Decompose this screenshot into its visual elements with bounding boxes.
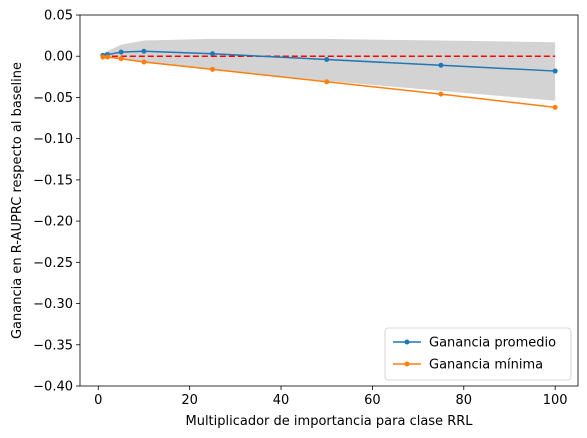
data-point xyxy=(141,59,147,65)
y-tick-label: −0.05 xyxy=(33,91,73,106)
data-point xyxy=(100,54,106,60)
data-point xyxy=(209,51,215,57)
x-axis-ticks: 0 20 40 60 80 100 xyxy=(94,386,568,408)
y-tick-label: −0.15 xyxy=(33,173,73,188)
legend-label: Ganancia promedio xyxy=(429,336,556,351)
data-point xyxy=(104,54,110,60)
x-tick-label: 20 xyxy=(181,393,198,408)
y-tick-label: −0.40 xyxy=(33,380,73,395)
x-tick-label: 60 xyxy=(364,393,381,408)
legend-swatch-marker xyxy=(404,339,410,345)
series-layer xyxy=(100,48,558,110)
series-1 xyxy=(100,54,558,110)
legend-item: Ganancia mínima xyxy=(393,358,543,373)
data-point xyxy=(118,49,124,55)
plot-frame xyxy=(79,14,579,387)
data-point xyxy=(324,57,330,63)
x-tick-label: 100 xyxy=(543,393,568,408)
y-tick-label: 0.00 xyxy=(44,50,73,65)
data-point xyxy=(552,68,558,74)
y-tick-label: −0.20 xyxy=(33,215,73,230)
legend-label: Ganancia mínima xyxy=(429,358,543,373)
x-axis-label: Multiplicador de importancia para clase … xyxy=(185,414,473,429)
y-axis-label: Ganancia en R-AUPRC respecto al baseline xyxy=(10,62,25,339)
legend-swatch-marker xyxy=(404,361,410,367)
legend-item: Ganancia promedio xyxy=(393,336,556,351)
data-point xyxy=(209,66,215,72)
y-axis-ticks: 0.05 0.00 −0.05 −0.10 −0.15 −0.20 −0.25 −0.30 −0… xyxy=(33,9,80,395)
data-point xyxy=(552,104,558,110)
confidence-band-layer xyxy=(102,38,556,101)
legend: Ganancia promedio Ganancia mínima xyxy=(384,327,572,381)
data-point xyxy=(438,91,444,97)
y-tick-label: 0.05 xyxy=(44,9,73,24)
x-tick-label: 80 xyxy=(456,393,473,408)
legend-box xyxy=(384,327,572,381)
legend-items: Ganancia promedio Ganancia mínima xyxy=(393,336,556,373)
data-point xyxy=(438,62,444,68)
y-tick-label: −0.25 xyxy=(33,256,73,271)
x-tick-label: 0 xyxy=(94,393,102,408)
data-point xyxy=(118,56,124,62)
series-0 xyxy=(100,48,558,74)
y-tick-label: −0.35 xyxy=(33,338,73,353)
data-point xyxy=(324,79,330,85)
confidence-band xyxy=(102,38,556,101)
x-tick-label: 40 xyxy=(273,393,290,408)
y-tick-label: −0.30 xyxy=(33,297,73,312)
y-tick-label: −0.10 xyxy=(33,132,73,147)
data-point xyxy=(141,48,147,54)
